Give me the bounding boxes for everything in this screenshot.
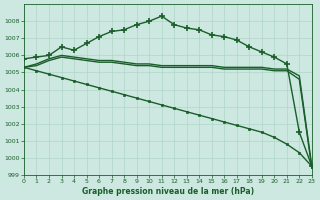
X-axis label: Graphe pression niveau de la mer (hPa): Graphe pression niveau de la mer (hPa): [82, 187, 254, 196]
